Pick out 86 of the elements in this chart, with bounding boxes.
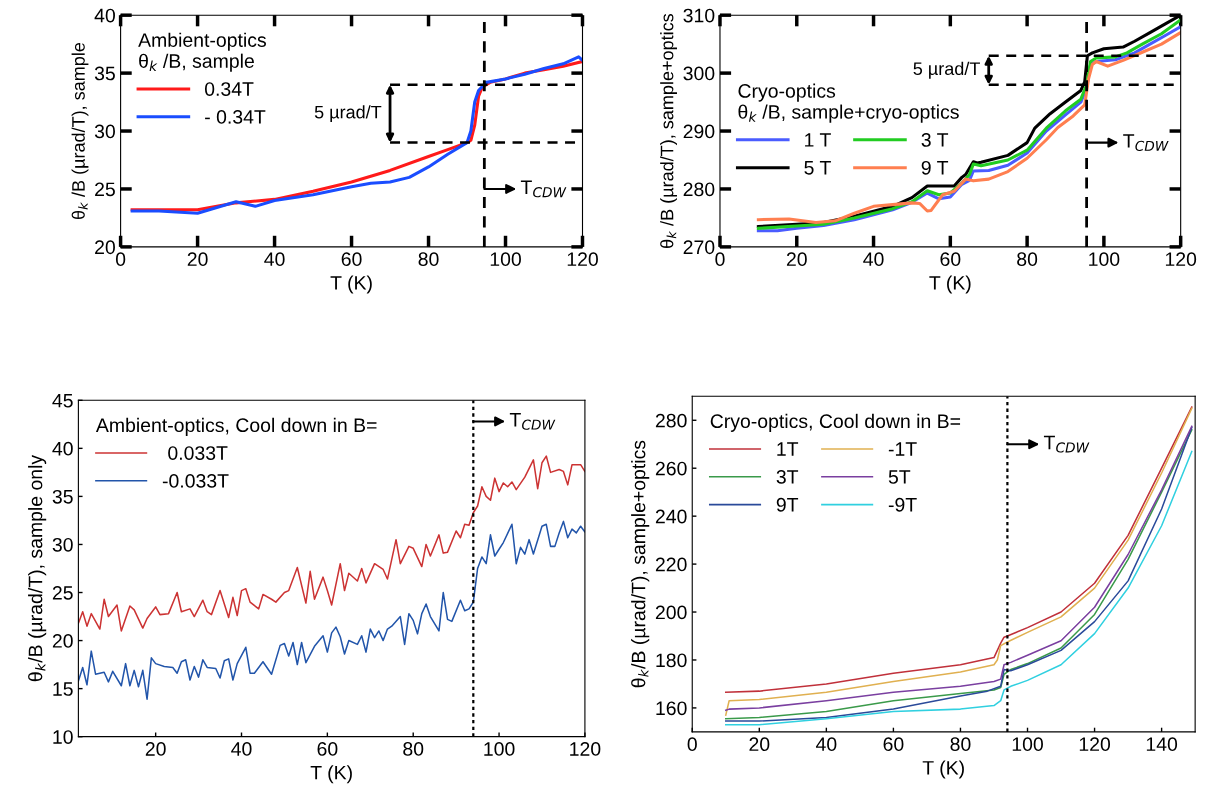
legend-label: 1T	[777, 442, 799, 456]
legend-label: 1 T	[805, 133, 831, 147]
annotation: 5 µrad/T	[913, 61, 980, 79]
y-tick-label: 180	[656, 653, 687, 668]
y-tick-label: 300	[683, 66, 715, 81]
legend-label: 9 T	[921, 160, 949, 175]
x-tick-label: 60	[883, 737, 904, 752]
y-axis-title: θ$_{k}$/B (µrad/T), sample only	[28, 454, 47, 682]
annotation: 5 µrad/T	[314, 105, 382, 123]
y-tick-label: 160	[656, 701, 687, 716]
x-tick-label: 100	[484, 742, 515, 756]
y-tick-label: 290	[683, 124, 715, 139]
y-tick-label: 35	[52, 489, 73, 504]
y-tick-label: 25	[95, 182, 115, 197]
x-tick-label: 120	[1079, 737, 1111, 752]
y-tick-label: 200	[655, 605, 687, 620]
x-tick-label: 0	[687, 737, 697, 752]
y-axis-title: θ$_{k}$ /B (µrad/T), sample	[71, 42, 89, 220]
x-axis-title: T (K)	[330, 275, 372, 294]
x-tick-label: 20	[187, 252, 208, 267]
y-tick-label: 35	[94, 66, 115, 81]
y-tick-label: 310	[683, 8, 715, 23]
legend-label: 5T	[888, 470, 911, 484]
x-tick-label: 120	[570, 742, 601, 756]
legend-label: -0.033T	[162, 474, 229, 488]
x-tick-label: 0	[715, 252, 725, 267]
x-tick-label: 20	[749, 737, 770, 752]
x-tick-label: 40	[863, 252, 884, 267]
x-tick-label: 100	[1089, 252, 1120, 267]
y-tick-label: 30	[52, 537, 73, 552]
y-tick-label: 260	[655, 461, 687, 476]
y-tick-label: 10	[53, 730, 73, 744]
annotation: T$_{CDW}$	[1123, 134, 1169, 151]
x-tick-label: 20	[786, 252, 807, 267]
x-axis-title: T (K)	[922, 760, 964, 779]
x-tick-label: 60	[940, 252, 961, 267]
legend-label: - 0.34T	[205, 110, 266, 124]
legend-label: 0.34T	[204, 82, 254, 96]
annotation: T$_{CDW}$	[1043, 435, 1090, 453]
x-axis-title: T (K)	[929, 275, 971, 294]
y-tick-label: 20	[52, 634, 73, 648]
legend-label: 5 T	[804, 161, 831, 175]
y-tick-label: 15	[53, 682, 73, 696]
y-tick-label: 30	[94, 124, 115, 139]
x-tick-label: 60	[341, 252, 362, 267]
legend-label: 3T	[776, 470, 799, 484]
line-series	[78, 520, 585, 700]
legend-label: 9T	[776, 497, 799, 512]
y-tick-label: 45	[52, 393, 73, 408]
y-tick-label: 40	[52, 441, 73, 456]
x-tick-label: 60	[317, 742, 338, 756]
x-tick-label: 120	[567, 252, 598, 267]
x-tick-label: 80	[1017, 252, 1038, 267]
x-tick-label: 80	[403, 742, 424, 756]
y-tick-label: 240	[655, 509, 687, 524]
y-tick-label: 280	[683, 182, 715, 197]
x-tick-label: 40	[231, 742, 252, 756]
legend-title: Cryo-optics, Cool down in B=	[710, 413, 961, 432]
x-tick-label: 40	[264, 252, 285, 267]
y-tick-label: 270	[683, 240, 715, 255]
x-tick-label: 120	[1165, 252, 1197, 267]
x-tick-label: 100	[490, 252, 521, 267]
x-tick-label: 100	[1012, 737, 1043, 752]
y-tick-label: 40	[94, 8, 115, 23]
annotation: T$_{CDW}$	[509, 413, 556, 430]
x-tick-label: 20	[145, 742, 166, 756]
x-tick-label: 80	[950, 737, 971, 752]
y-tick-label: 20	[95, 240, 115, 255]
y-tick-label: 25	[52, 585, 73, 600]
x-tick-label: 0	[115, 252, 126, 267]
y-tick-label: 220	[655, 557, 687, 572]
legend-title: Cryo-optics θ$_{k}$ /B, sample+cryo-optics	[738, 83, 959, 123]
legend-title: Ambient-optics, Cool down in B=	[95, 417, 377, 436]
x-tick-label: 80	[418, 252, 439, 267]
legend-label: -9T	[888, 497, 917, 512]
annotation: T$_{CDW}$	[520, 180, 567, 198]
y-axis-title: θ$_{k}$/B (µrad/T), sample+optics	[631, 440, 650, 688]
x-tick-label: 140	[1146, 737, 1178, 752]
legend-label: -1T	[888, 442, 917, 456]
x-tick-label: 40	[815, 737, 837, 752]
y-tick-label: 280	[655, 413, 687, 428]
legend-title: Ambient-optics θ$_{k}$ /B, sample	[138, 32, 266, 72]
legend-label: 3 T	[921, 133, 949, 147]
y-axis-title: θ$_{k}$ /B (µrad/T), sample+optics	[660, 13, 677, 248]
x-axis-title: T (K)	[310, 765, 352, 784]
legend-label: 0.033T	[168, 446, 228, 460]
